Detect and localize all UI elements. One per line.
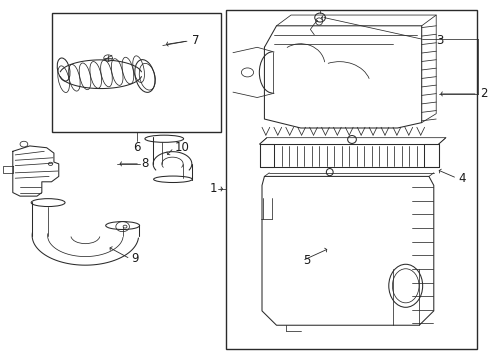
Text: 2: 2 <box>479 87 486 100</box>
Bar <box>259 144 438 167</box>
Text: 4: 4 <box>457 172 465 185</box>
Bar <box>423 144 438 167</box>
Text: 9: 9 <box>131 252 139 265</box>
Text: 8: 8 <box>141 157 148 170</box>
Text: 10: 10 <box>175 141 189 154</box>
Text: 6: 6 <box>133 140 141 154</box>
Bar <box>51 13 221 132</box>
Text: 7: 7 <box>191 33 199 47</box>
Bar <box>225 10 476 348</box>
Text: 3: 3 <box>435 33 443 47</box>
Text: 1: 1 <box>209 183 217 195</box>
Bar <box>259 144 274 167</box>
Text: 5: 5 <box>303 254 310 267</box>
